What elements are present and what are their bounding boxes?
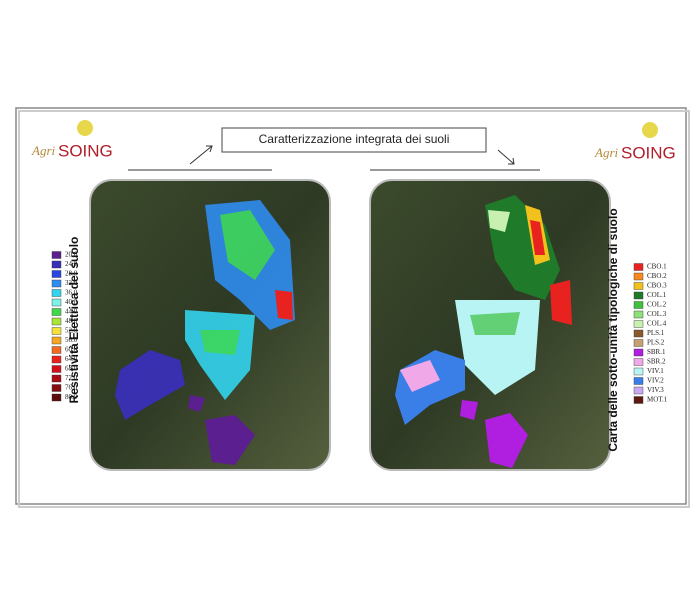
legend-label: 64.0 (65, 355, 78, 363)
legend-label: SBR.2 (647, 358, 666, 366)
legend-swatch (633, 377, 644, 385)
legend-label: 48.0 (65, 317, 78, 325)
soil-unit (470, 312, 520, 335)
soil-unit (550, 280, 572, 325)
legend-label: 56.0 (65, 336, 78, 344)
title-box (221, 127, 487, 153)
legend-swatch (633, 263, 644, 271)
legend-swatch (51, 289, 62, 297)
legend-swatch (633, 339, 644, 347)
logo-ball (77, 120, 93, 136)
legend-swatch (51, 336, 62, 345)
arrow (189, 145, 213, 165)
legend-swatch (633, 310, 644, 319)
legend-label: CBO.2 (647, 272, 667, 280)
legend-swatch (633, 396, 644, 404)
legend-swatch (633, 367, 644, 376)
legend-label: 52.0 (65, 327, 78, 335)
legend-label: 32.0 (65, 279, 78, 287)
legend-swatch (633, 358, 644, 366)
legend-label: COL.1 (647, 291, 667, 299)
legend-swatch (633, 282, 644, 290)
legend-swatch (633, 329, 644, 338)
legend-label: VIV.1 (647, 367, 664, 375)
legend-swatch (51, 384, 62, 392)
left-legend-title: Resistività Elettrica del suolo (67, 237, 81, 404)
arrow (497, 149, 515, 165)
legend-swatch (51, 374, 62, 383)
legend-label: COL.2 (647, 301, 667, 309)
logo-left: Agri SOING (31, 120, 113, 160)
legend-label: COL.3 (647, 310, 667, 318)
legend-swatch (633, 320, 644, 328)
resistivity-zone (205, 415, 255, 465)
legend-swatch (633, 272, 644, 281)
legend-label: 80.0 (65, 393, 78, 401)
resistivity-zone (188, 395, 205, 412)
arrowhead (508, 157, 515, 165)
resistivity-zone (200, 330, 240, 355)
legend-swatch (633, 348, 644, 357)
legend-label: CBO.3 (647, 282, 667, 290)
legend-swatch (51, 355, 62, 364)
legend-label: CBO.1 (647, 263, 667, 271)
legend-label: PLS.2 (647, 339, 665, 347)
legend-swatch (633, 291, 644, 300)
resistivity-zone (115, 350, 185, 420)
legend-label: 68.0 (65, 365, 78, 373)
logo-right: Agri SOING (594, 122, 676, 162)
legend-label: 24.0 (65, 260, 78, 268)
legend-swatch (51, 270, 62, 278)
legend-label: 60.0 (65, 346, 78, 354)
legend-label: 36.0 (65, 289, 78, 297)
logo-prefix: Agri (594, 145, 619, 160)
soil-unit (530, 220, 545, 255)
legend-swatch (51, 346, 62, 354)
legend-label: 20.0 (65, 251, 78, 259)
slide-shadow (18, 110, 690, 508)
legend-label: 40.0 (65, 298, 78, 306)
logo-ball (642, 122, 658, 138)
soil-unit (460, 400, 478, 420)
legend-swatch (51, 365, 62, 373)
left-map (89, 179, 331, 471)
legend-swatch (51, 317, 62, 326)
legend-label: SBR.1 (647, 348, 666, 356)
title: Caratterizzazione integrata dei suoli (259, 132, 450, 146)
logo-name: SOING (58, 141, 113, 160)
legend-swatch (51, 308, 62, 316)
arrows (128, 145, 540, 171)
logo-name: SOING (621, 143, 676, 162)
legend-label: VIV.3 (647, 386, 664, 394)
legend-label: COL.4 (647, 320, 667, 328)
legend-label: MOT.1 (647, 396, 668, 404)
legend-label: 76.0 (65, 384, 78, 392)
legend-label: 72.0 (65, 374, 78, 382)
legend-swatch (51, 279, 62, 288)
right-legend-title: Carta delle sotto-unità tipologiche di s… (606, 208, 620, 451)
legend-label: 28.0 (65, 270, 78, 278)
soil-unit (400, 360, 440, 392)
legend-swatch (51, 251, 62, 259)
legend-swatch (51, 260, 62, 269)
logo-prefix: Agri (31, 143, 56, 158)
right-map (369, 179, 611, 471)
arrowhead (206, 145, 213, 153)
resistivity-zone (275, 290, 293, 320)
legend-swatch (51, 393, 62, 402)
legend-swatch (633, 301, 644, 309)
resistivity-zone (220, 210, 275, 280)
soil-unit (488, 210, 510, 232)
legend-swatch (633, 386, 644, 395)
legends: 20.024.0 28.032.0 36.040.0 44.048.0 52.056.0… (51, 251, 668, 404)
legend-swatch (51, 298, 62, 307)
legend-label: VIV.2 (647, 377, 664, 385)
legend-label: 44.0 (65, 308, 78, 316)
legend-label: PLS.1 (647, 329, 665, 337)
legend-swatch (51, 327, 62, 335)
soil-unit (485, 413, 528, 468)
